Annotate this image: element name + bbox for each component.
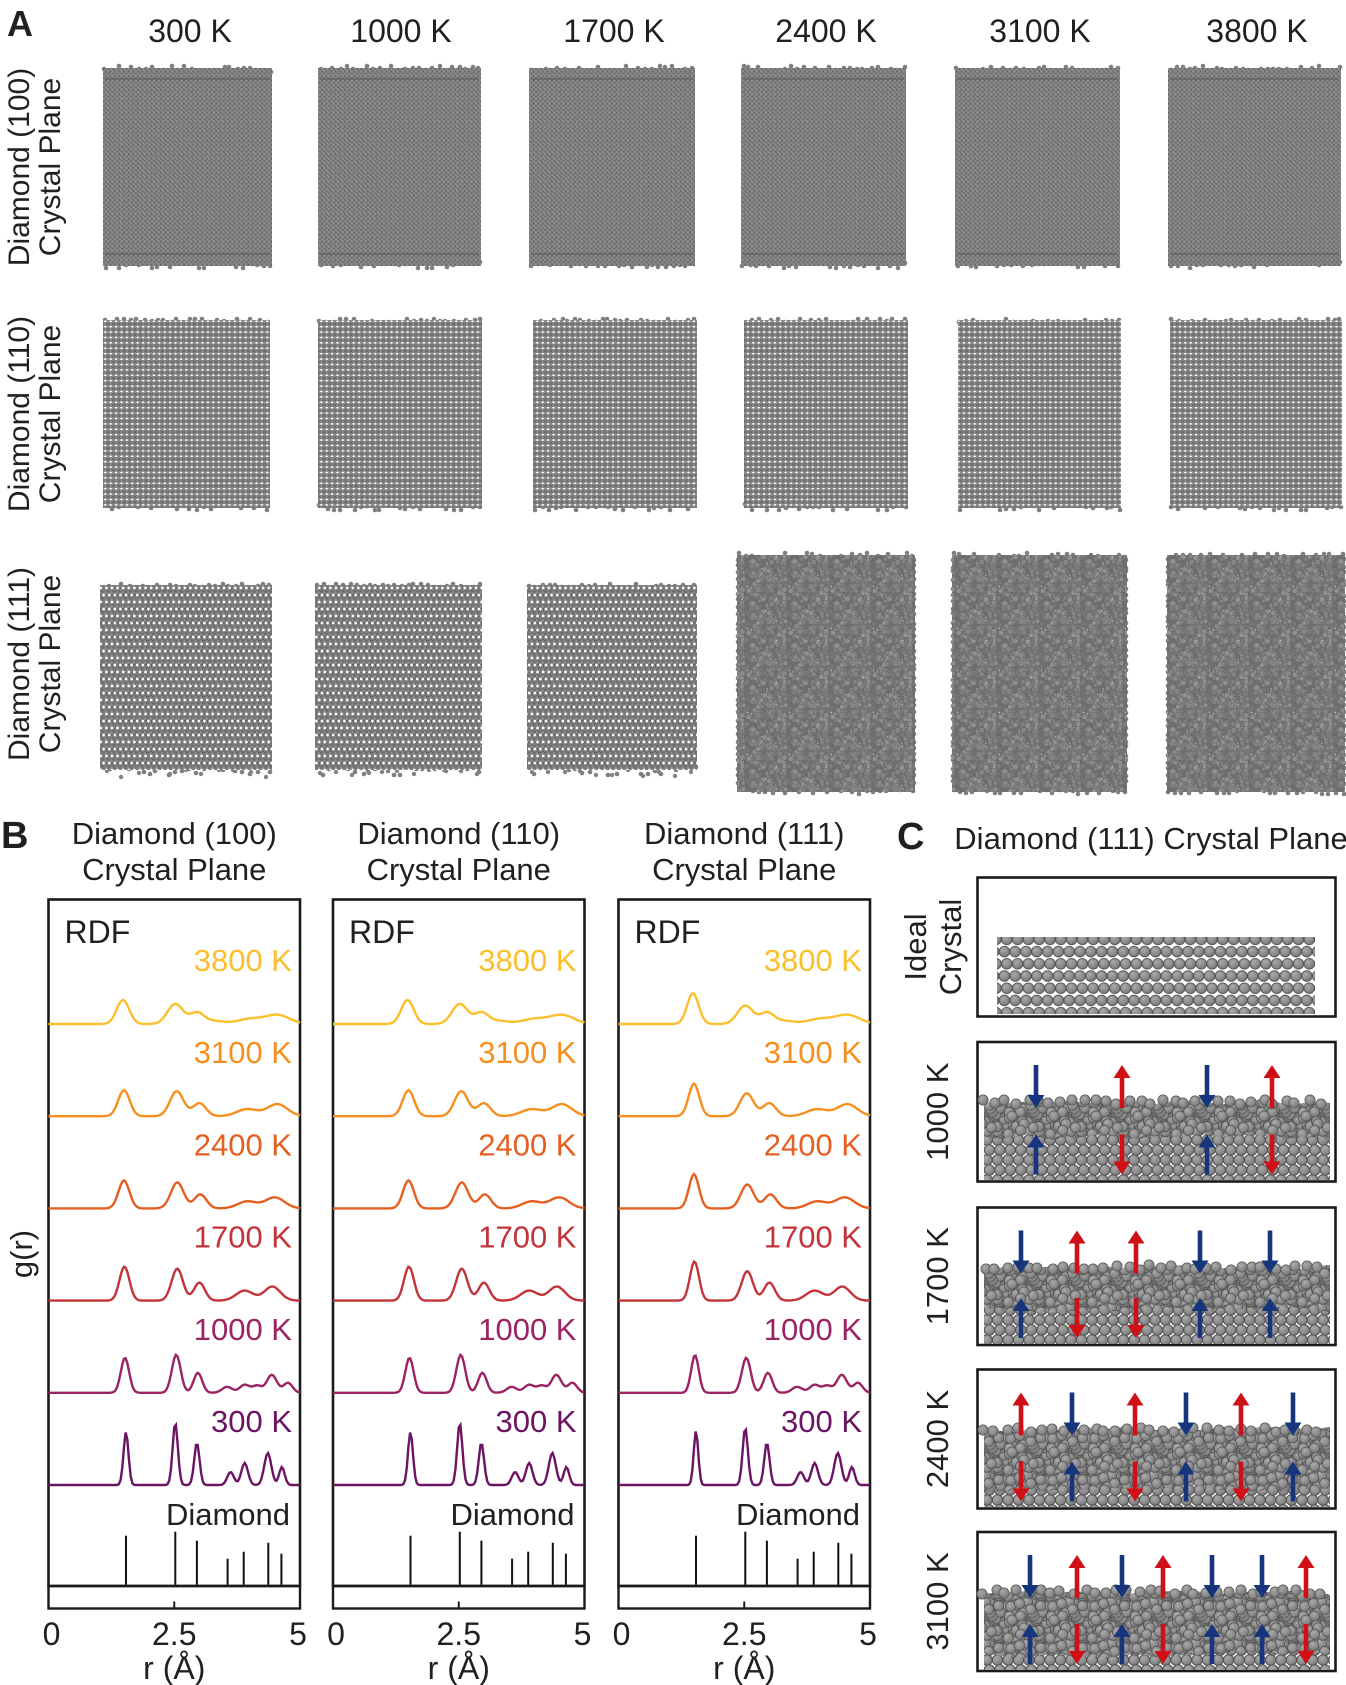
svg-text:1700 K: 1700 K	[194, 1220, 293, 1255]
svg-text:Diamond: Diamond	[450, 1497, 574, 1532]
svg-text:Crystal Plane: Crystal Plane	[34, 78, 67, 256]
svg-text:300 K: 300 K	[148, 13, 232, 49]
svg-text:2400 K: 2400 K	[775, 13, 876, 49]
svg-text:r (Å): r (Å)	[713, 1650, 775, 1685]
svg-text:3100 K: 3100 K	[989, 13, 1090, 49]
svg-text:g(r): g(r)	[4, 1230, 39, 1278]
svg-text:Diamond (111): Diamond (111)	[3, 567, 36, 761]
svg-text:0: 0	[613, 1616, 631, 1652]
svg-text:2400 K: 2400 K	[764, 1127, 863, 1162]
svg-text:3800 K: 3800 K	[764, 943, 863, 978]
svg-text:0: 0	[327, 1616, 345, 1652]
svg-text:2.5: 2.5	[722, 1616, 766, 1652]
svg-text:2400 K: 2400 K	[478, 1127, 577, 1162]
svg-text:Ideal: Ideal	[898, 913, 933, 980]
svg-text:RDF: RDF	[349, 914, 415, 950]
svg-text:2400 K: 2400 K	[194, 1127, 293, 1162]
svg-text:Crystal Plane: Crystal Plane	[367, 852, 551, 887]
svg-text:Crystal Plane: Crystal Plane	[34, 575, 67, 753]
svg-text:2.5: 2.5	[152, 1616, 196, 1652]
svg-text:Diamond (100): Diamond (100)	[3, 68, 36, 266]
svg-text:RDF: RDF	[635, 914, 701, 950]
svg-text:A: A	[7, 3, 33, 44]
svg-text:1000 K: 1000 K	[764, 1312, 863, 1347]
svg-text:3100 K: 3100 K	[764, 1035, 863, 1070]
svg-text:r (Å): r (Å)	[428, 1650, 490, 1685]
svg-text:1000 K: 1000 K	[920, 1062, 955, 1161]
svg-text:5: 5	[289, 1616, 307, 1652]
svg-text:Diamond (111): Diamond (111)	[644, 816, 844, 851]
svg-text:Crystal Plane: Crystal Plane	[34, 325, 67, 503]
svg-text:Diamond: Diamond	[166, 1497, 290, 1532]
svg-text:3100 K: 3100 K	[194, 1035, 293, 1070]
svg-text:2.5: 2.5	[437, 1616, 481, 1652]
svg-text:3800 K: 3800 K	[478, 943, 577, 978]
svg-text:Diamond: Diamond	[736, 1497, 860, 1532]
svg-text:1700 K: 1700 K	[478, 1220, 577, 1255]
svg-text:C: C	[897, 816, 924, 858]
svg-text:Diamond (110): Diamond (110)	[3, 316, 36, 512]
svg-text:3800 K: 3800 K	[1206, 13, 1307, 49]
svg-text:B: B	[1, 815, 28, 857]
svg-text:r (Å): r (Å)	[143, 1650, 205, 1685]
svg-text:5: 5	[859, 1616, 877, 1652]
svg-text:1000 K: 1000 K	[194, 1312, 293, 1347]
svg-text:3800 K: 3800 K	[194, 943, 293, 978]
svg-text:RDF: RDF	[65, 914, 131, 950]
svg-text:5: 5	[574, 1616, 592, 1652]
svg-text:3100 K: 3100 K	[478, 1035, 577, 1070]
svg-text:1700 K: 1700 K	[764, 1220, 863, 1255]
svg-text:0: 0	[43, 1616, 61, 1652]
svg-text:1700 K: 1700 K	[920, 1227, 955, 1326]
svg-text:1000 K: 1000 K	[478, 1312, 577, 1347]
svg-text:Diamond (111) Crystal Plane: Diamond (111) Crystal Plane	[954, 821, 1346, 856]
svg-text:3100 K: 3100 K	[920, 1552, 955, 1651]
svg-text:1000 K: 1000 K	[350, 13, 451, 49]
svg-text:Diamond (110): Diamond (110)	[357, 816, 560, 851]
svg-text:Diamond (100): Diamond (100)	[72, 816, 277, 851]
svg-text:1700 K: 1700 K	[563, 13, 664, 49]
svg-text:300 K: 300 K	[495, 1404, 576, 1439]
svg-text:300 K: 300 K	[781, 1404, 862, 1439]
svg-text:2400 K: 2400 K	[920, 1390, 955, 1489]
svg-text:Crystal Plane: Crystal Plane	[652, 852, 836, 887]
svg-text:Crystal: Crystal	[933, 899, 968, 995]
svg-text:300 K: 300 K	[211, 1404, 292, 1439]
svg-text:Crystal Plane: Crystal Plane	[82, 852, 266, 887]
